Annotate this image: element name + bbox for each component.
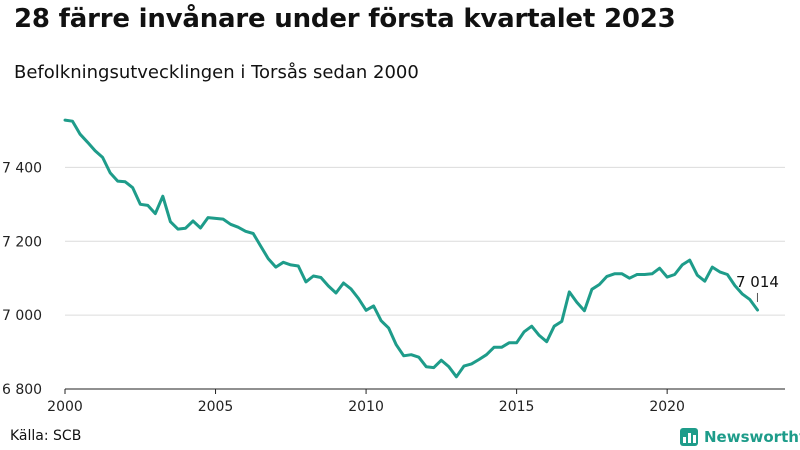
chart-title: 28 färre invånare under första kvartalet… [14, 4, 676, 34]
axis: 6 800 7 000 7 200 7 400 2000 2005 2010 2015 2020 [2, 160, 685, 415]
gridlines [65, 166, 785, 390]
x-tick-label: 2020 [649, 399, 685, 415]
brand-logo: Newsworthy [680, 425, 800, 449]
brand-name: Newsworthy [704, 428, 800, 446]
annotation-label: 7 014 [736, 273, 779, 291]
y-tick-label: 6 800 [2, 382, 42, 398]
bar-chart-icon [680, 428, 698, 446]
x-tick-label: 2010 [348, 399, 384, 415]
annotation-layer: 7 014 [736, 273, 779, 302]
y-tick-label: 7 400 [2, 160, 42, 176]
source-note: Källa: SCB [10, 428, 82, 444]
chart-subtitle: Befolkningsutvecklingen i Torsås sedan 2… [14, 62, 419, 83]
x-tick-label: 2000 [47, 399, 83, 415]
y-tick-label: 7 200 [2, 234, 42, 250]
series-layer [63, 118, 759, 379]
x-tick-label: 2005 [198, 399, 234, 415]
x-tick-label: 2015 [499, 399, 535, 415]
y-tick-label: 7 000 [2, 308, 42, 324]
series-line-befolkning [63, 118, 759, 379]
